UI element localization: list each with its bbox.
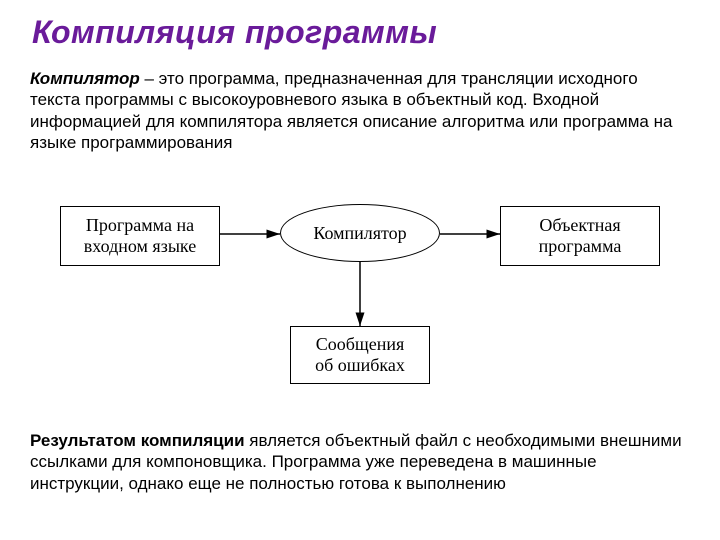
definition-term: Компилятор — [30, 69, 140, 88]
node-input-line1: Программа на — [84, 215, 196, 236]
node-error-messages: Сообщения об ошибках — [290, 326, 430, 384]
node-output-line1: Объектная — [539, 215, 622, 236]
result-paragraph: Результатом компиляции является объектны… — [30, 430, 690, 494]
definition-paragraph: Компилятор – это программа, предназначен… — [30, 68, 690, 153]
node-compiler: Компилятор — [280, 204, 440, 262]
slide: Компиляция программы Компилятор – это пр… — [0, 0, 720, 540]
result-term: Результатом компиляции — [30, 431, 245, 450]
node-output-line2: программа — [539, 236, 622, 257]
slide-title: Компиляция программы — [32, 14, 437, 51]
node-input-program: Программа на входном языке — [60, 206, 220, 266]
node-object-program: Объектная программа — [500, 206, 660, 266]
node-errors-line2: об ошибках — [315, 355, 405, 376]
node-input-line2: входном языке — [84, 236, 196, 257]
node-compiler-label: Компилятор — [313, 223, 406, 244]
node-errors-line1: Сообщения — [315, 334, 405, 355]
compiler-flowchart: Программа на входном языке Компилятор Об… — [60, 186, 660, 406]
